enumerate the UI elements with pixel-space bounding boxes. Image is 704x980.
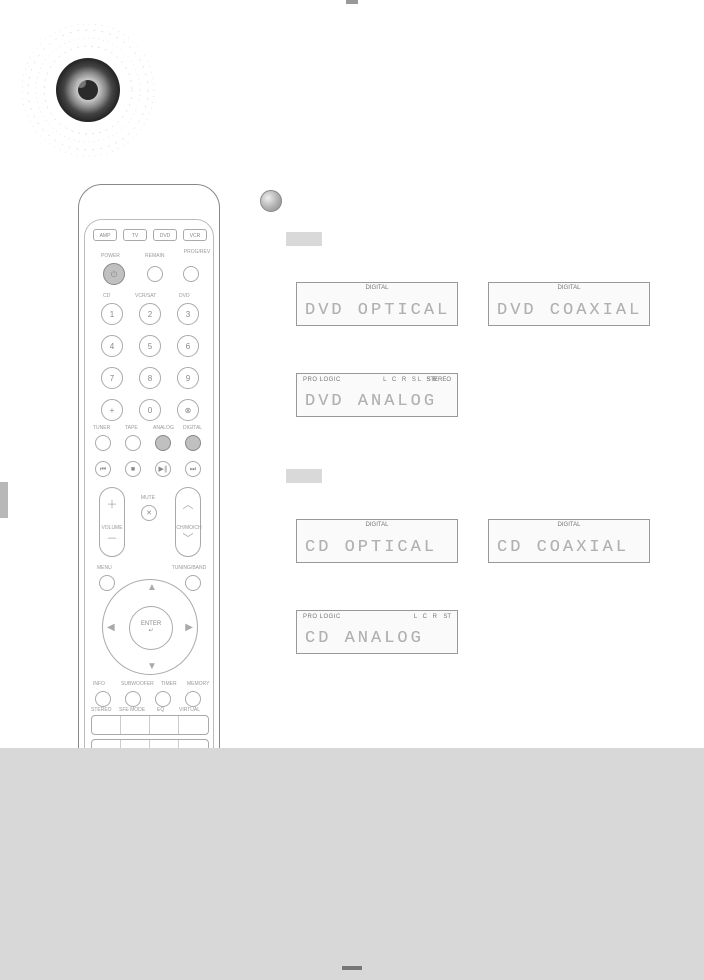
lbl-tuningband: TUNING/BAND <box>167 565 211 571</box>
mute-button: ✕ <box>141 505 157 521</box>
num-2: 2 <box>139 303 161 325</box>
analog-button <box>155 435 171 451</box>
tape-button <box>125 435 141 451</box>
section2-subtext2 <box>296 581 694 596</box>
digital-button <box>185 435 201 451</box>
remote-btn-dvd: DVD <box>153 229 177 241</box>
lbl-eq: EQ <box>157 707 164 713</box>
num-0: 0 <box>139 399 161 421</box>
num-clear: ⊗ <box>177 399 199 421</box>
timer-button <box>155 691 171 707</box>
num-6: 6 <box>177 335 199 357</box>
next-button: ⏭ <box>185 461 201 477</box>
remote-btn-amp: AMP <box>93 229 117 241</box>
section1-heading <box>286 232 322 246</box>
lcd-dvd-coaxial: DIGITAL DVD COAXIAL <box>488 282 650 326</box>
section2-subtext <box>296 490 694 505</box>
num-7: 7 <box>101 367 123 389</box>
lcd-analog-tag: PRO LOGIC <box>303 377 341 383</box>
lcd-dvd-optical: DIGITAL DVD OPTICAL <box>296 282 458 326</box>
lbl-tuner: TUNER <box>93 425 110 431</box>
enter-button: ENTER↵ <box>129 606 173 650</box>
lcd-cd-analog: PRO LOGIC L C R ST CD ANALOG <box>296 610 458 654</box>
lbl-timer: TIMER <box>161 681 177 687</box>
power-button: ⏻ <box>103 263 125 285</box>
num-8: 8 <box>139 367 161 389</box>
menu-button <box>99 575 115 591</box>
lbl-stereo: STEREO <box>91 707 112 713</box>
ch-rocker: ︿﹀ <box>175 487 201 557</box>
lcd-analog-tag2: PRO LOGIC <box>303 614 341 620</box>
lbl-subwoofer: SUBWOOFER <box>121 681 154 687</box>
lbl-sfemode: SFE MODE <box>119 707 145 713</box>
stop-button: ■ <box>125 461 141 477</box>
lcd-cd-coaxial: DIGITAL CD COAXIAL <box>488 519 650 563</box>
remote-btn-vcr: VCR <box>183 229 207 241</box>
subwoofer-button <box>125 691 141 707</box>
tuning-button <box>185 575 201 591</box>
lbl-power: POWER <box>101 253 120 259</box>
lbl-dvd-src: DVD <box>179 293 190 299</box>
lbl-cd: CD <box>103 293 110 299</box>
num-9: 9 <box>177 367 199 389</box>
side-gray-band <box>0 482 8 518</box>
num-4: 4 <box>101 335 123 357</box>
section-bullet-icon <box>260 190 282 212</box>
lbl-digital: DIGITAL <box>183 425 202 431</box>
content-column: DIGITAL DVD OPTICAL DIGITAL DVD COAXIAL … <box>260 184 694 654</box>
lbl-memory: MEMORY <box>187 681 209 687</box>
volume-rocker: ＋－ <box>99 487 125 557</box>
lbl-menu: MENU <box>97 565 112 571</box>
prev-button: ⏮ <box>95 461 111 477</box>
lbl-analog: ANALOG <box>153 425 174 431</box>
progrev-button <box>183 266 199 282</box>
page-number-top <box>346 0 358 4</box>
remain-button <box>147 266 163 282</box>
lbl-mute: MUTE <box>135 495 161 501</box>
lbl-volume: VOLUME <box>99 525 125 531</box>
lcd-dvd-analog: PRO LOGIC L C R SL SR STEREO DVD ANALOG <box>296 373 458 417</box>
remote-btn-tv: TV <box>123 229 147 241</box>
memory-button <box>185 691 201 707</box>
lbl-remain: REMAIN <box>145 253 164 259</box>
num-plus: + <box>101 399 123 421</box>
lbl-info: INFO <box>93 681 105 687</box>
lbl-progrev: PROG/REV <box>179 249 215 255</box>
footer-page-number <box>342 966 362 970</box>
play-button: ▶∥ <box>155 461 171 477</box>
tuner-button <box>95 435 111 451</box>
info-button <box>95 691 111 707</box>
section2-heading <box>286 469 322 483</box>
footer-band <box>0 748 704 980</box>
speaker-graphic <box>18 20 158 160</box>
mode-row-1 <box>91 715 209 735</box>
num-3: 3 <box>177 303 199 325</box>
lcd-cd-optical: DIGITAL CD OPTICAL <box>296 519 458 563</box>
lbl-vcrsat: VCR/SAT <box>135 293 156 299</box>
lbl-tape: TAPE <box>125 425 138 431</box>
lbl-virtual: VIRTUAL <box>179 707 200 713</box>
lbl-chmoice: CH/MOICH <box>173 525 205 531</box>
num-5: 5 <box>139 335 161 357</box>
num-1: 1 <box>101 303 123 325</box>
dpad-ring: ENTER↵ ▲ ▼ ◀ ▶ <box>102 579 198 675</box>
section1-subtext2 <box>296 344 694 359</box>
section1-subtext <box>296 253 694 268</box>
